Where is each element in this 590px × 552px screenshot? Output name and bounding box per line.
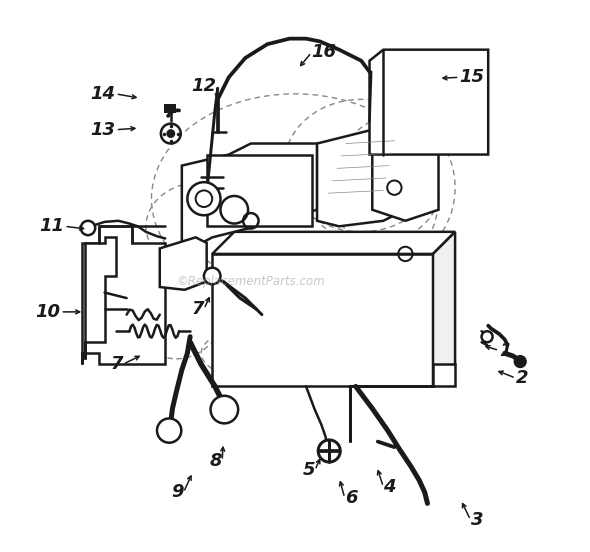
Polygon shape — [350, 364, 455, 442]
Text: 13: 13 — [91, 121, 116, 139]
Polygon shape — [372, 110, 438, 221]
Text: 9: 9 — [171, 484, 183, 501]
Bar — [163, 104, 176, 113]
Circle shape — [166, 129, 175, 138]
Polygon shape — [160, 237, 206, 290]
Polygon shape — [83, 226, 165, 364]
Polygon shape — [317, 127, 405, 226]
Text: 12: 12 — [192, 77, 217, 94]
Text: 5: 5 — [302, 461, 315, 479]
Text: 6: 6 — [345, 489, 357, 507]
Text: 11: 11 — [40, 217, 64, 235]
Text: 15: 15 — [460, 68, 484, 86]
Text: 14: 14 — [91, 85, 116, 103]
Circle shape — [204, 268, 221, 284]
Circle shape — [161, 124, 181, 144]
Circle shape — [157, 418, 181, 443]
Polygon shape — [212, 254, 433, 386]
Polygon shape — [433, 232, 455, 386]
Circle shape — [318, 440, 340, 462]
Text: 7: 7 — [191, 300, 204, 318]
Circle shape — [81, 221, 95, 235]
Text: 8: 8 — [209, 452, 222, 470]
Polygon shape — [206, 155, 312, 226]
Text: 1: 1 — [499, 342, 512, 359]
Text: 2: 2 — [516, 369, 528, 387]
Circle shape — [196, 190, 212, 207]
Circle shape — [211, 396, 238, 423]
Circle shape — [513, 355, 527, 368]
Polygon shape — [182, 144, 317, 254]
Text: 4: 4 — [384, 478, 396, 496]
Text: 3: 3 — [471, 511, 483, 529]
Text: 16: 16 — [312, 44, 336, 61]
Polygon shape — [369, 50, 488, 155]
Text: 7: 7 — [110, 355, 123, 373]
Text: ©ReplacementParts.com: ©ReplacementParts.com — [176, 275, 325, 288]
Polygon shape — [212, 232, 455, 254]
Circle shape — [188, 182, 221, 215]
Circle shape — [481, 331, 493, 342]
Text: 10: 10 — [35, 303, 60, 321]
Polygon shape — [85, 237, 116, 359]
